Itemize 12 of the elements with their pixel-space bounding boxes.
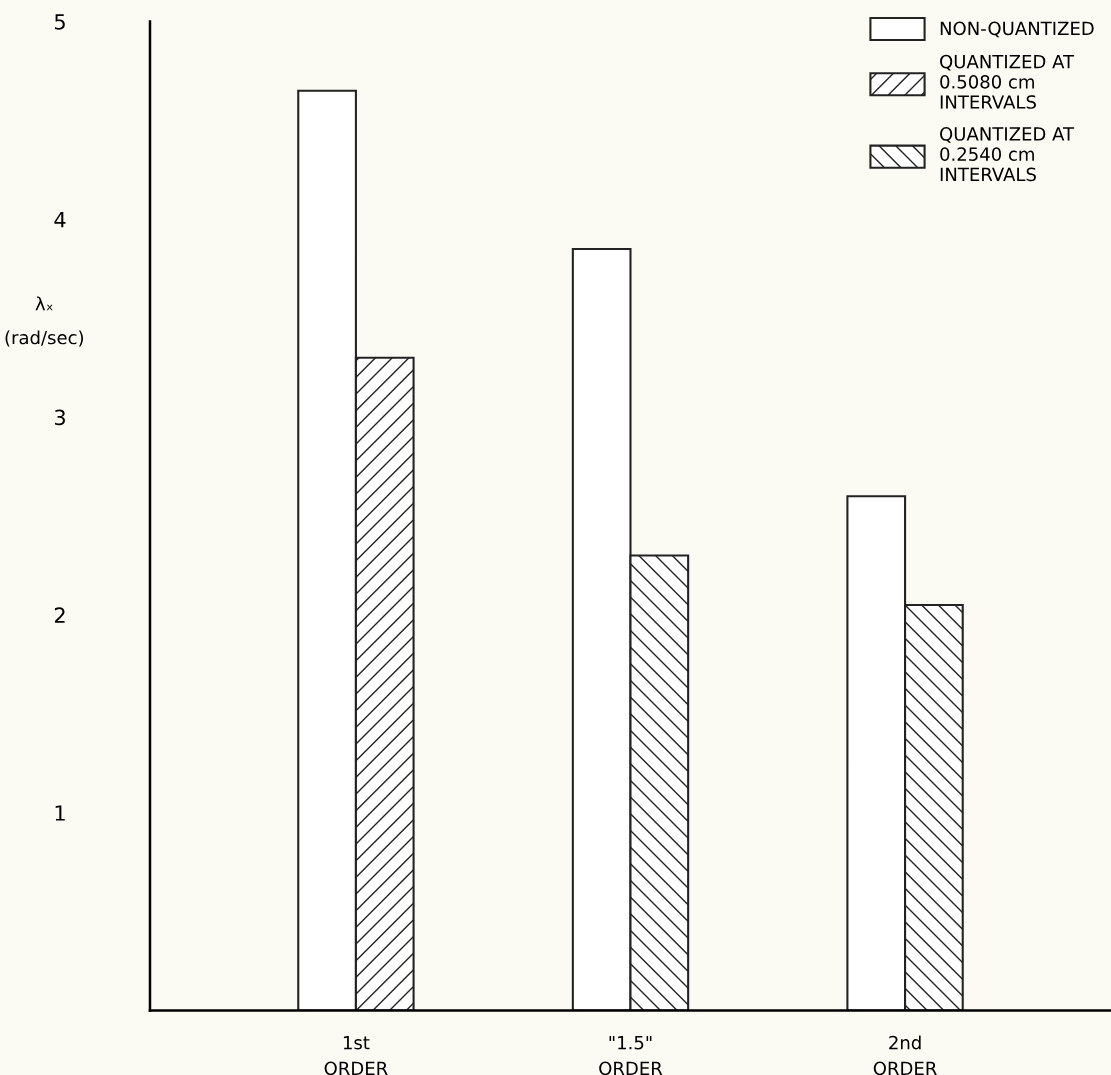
y-tick-label: 2	[54, 607, 65, 623]
legend-label: QUANTIZED AT 0.2540 cm INTERVALS	[940, 127, 1075, 182]
legend-label: NON-QUANTIZED	[940, 21, 1094, 38]
x-tick-label: 1st ORDER	[324, 1036, 388, 1075]
legend-label: QUANTIZED AT 0.5080 cm INTERVALS	[940, 54, 1075, 109]
y-axis-title: λₓ (rad/sec)	[5, 296, 83, 347]
y-tick-label: 3	[54, 409, 65, 426]
y-tick-label: 1	[55, 805, 65, 821]
x-tick-label: 2nd ORDER	[873, 1035, 937, 1075]
x-tick-label: "1.5" ORDER	[599, 1036, 663, 1075]
y-tick-label: 5	[55, 14, 65, 30]
y-tick-label: 4	[54, 212, 66, 228]
